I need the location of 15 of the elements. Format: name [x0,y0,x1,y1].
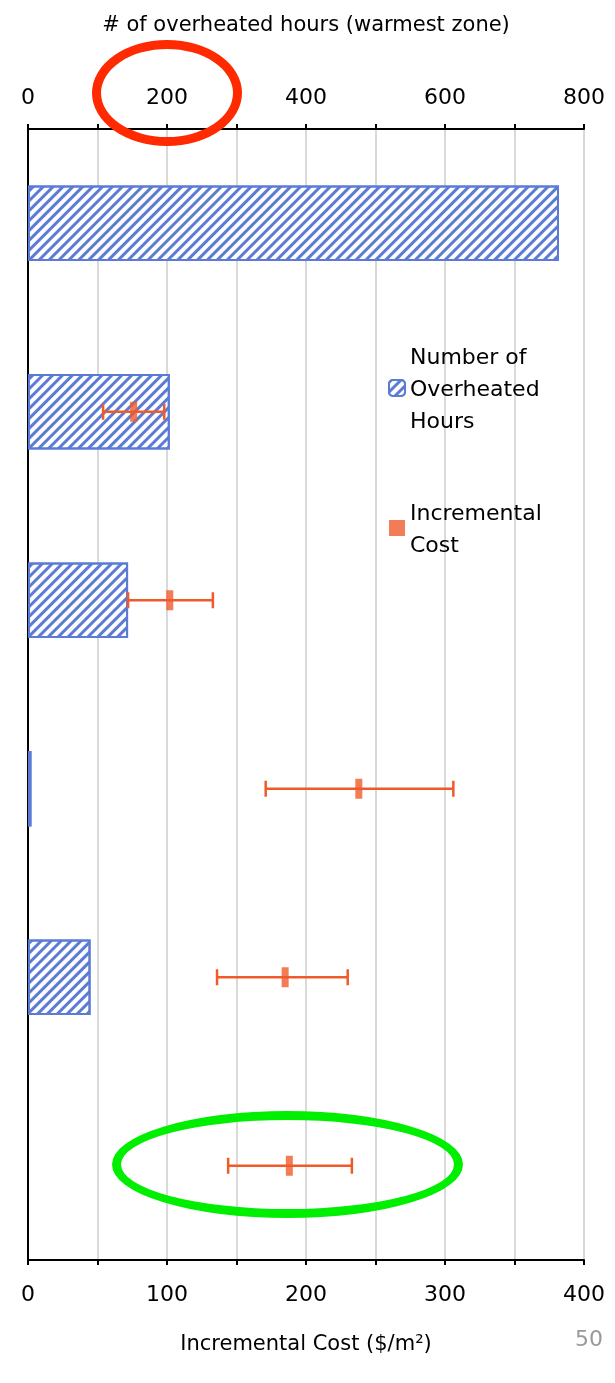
x2-axis-title: # of overheated hours (warmest zone) [102,11,510,36]
x2-tick-label: 0 [21,83,35,109]
x-axis-title: Incremental Cost ($/m²) [180,1330,432,1355]
x2-tick-label: 600 [424,83,466,109]
x-tick-label: 300 [424,1280,466,1306]
x2-tick-label: 800 [563,83,605,109]
legend-label: Incremental Cost [410,499,549,557]
x2-tick-label: 400 [285,83,327,109]
x-tick-label: 200 [285,1280,327,1306]
x-tick-label: 0 [21,1280,35,1306]
x2-tick-label: 200 [146,83,188,109]
x-tick-label: 100 [146,1280,188,1306]
legend-label: Number of Overheated Hours [410,343,547,433]
text: 50 [575,1325,604,1351]
x-tick-label: 400 [563,1280,605,1306]
